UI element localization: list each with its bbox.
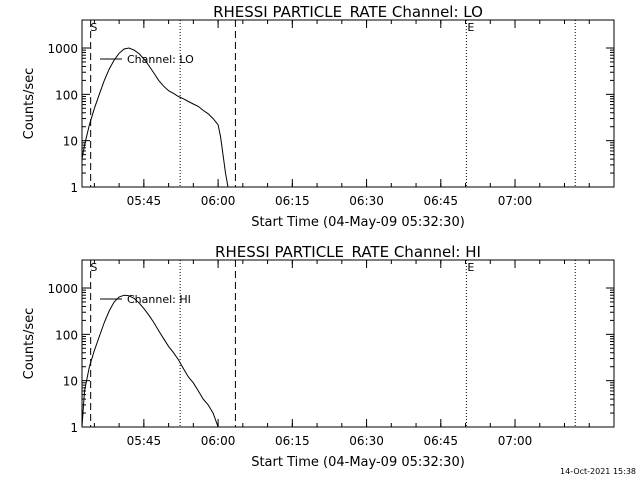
- panel-lo: RHESSI PARTICLE_RATE Channel: LO Counts/s…: [22, 3, 615, 230]
- x-tick-label: 06:30: [349, 194, 384, 208]
- x-tick-label: 07:00: [498, 434, 533, 448]
- y-tick-label: 1: [70, 181, 78, 195]
- x-tick-label: 06:15: [275, 434, 310, 448]
- chart-title: RHESSI PARTICLE_RATE Channel: LO: [213, 3, 483, 22]
- marker-e: E: [467, 21, 474, 34]
- x-tick-label: 06:30: [349, 434, 384, 448]
- chart-title: RHESSI PARTICLE_RATE Channel: HI: [215, 243, 481, 262]
- timestamp: 14-Oct-2021 15:38: [560, 467, 636, 476]
- x-axis-label: Start Time (04-May-09 05:32:30): [251, 455, 465, 470]
- y-tick-label: 100: [55, 88, 78, 102]
- legend-label: Channel: LO: [127, 53, 194, 66]
- panel-hi: RHESSI PARTICLE_RATE Channel: HI Counts/s…: [22, 243, 615, 470]
- x-tick-label: 06:45: [423, 434, 458, 448]
- x-tick-label: 05:45: [127, 194, 162, 208]
- x-tick-label: 06:15: [275, 194, 310, 208]
- y-tick-label: 1000: [47, 282, 78, 296]
- plot-frame: [81, 19, 615, 188]
- marker-e: E: [467, 261, 474, 274]
- series-line: [81, 294, 219, 428]
- series-line: [81, 47, 229, 188]
- plot-frame: [81, 259, 615, 428]
- marker-s: S: [90, 21, 97, 34]
- x-axis-label: Start Time (04-May-09 05:32:30): [251, 215, 465, 230]
- marker-s: S: [90, 261, 97, 274]
- y-axis-label: Counts/sec: [22, 68, 37, 140]
- x-tick-label: 07:00: [498, 194, 533, 208]
- y-tick-label: 10: [63, 135, 78, 149]
- x-tick-label: 06:00: [201, 194, 236, 208]
- x-tick-label: 05:45: [127, 434, 162, 448]
- x-tick-label: 06:45: [423, 194, 458, 208]
- legend-label: Channel: HI: [127, 293, 191, 306]
- y-tick-label: 1000: [47, 42, 78, 56]
- x-tick-label: 06:00: [201, 434, 236, 448]
- y-axis-label: Counts/sec: [22, 308, 37, 380]
- y-tick-label: 1: [70, 421, 78, 435]
- y-tick-label: 100: [55, 328, 78, 342]
- y-tick-label: 10: [63, 375, 78, 389]
